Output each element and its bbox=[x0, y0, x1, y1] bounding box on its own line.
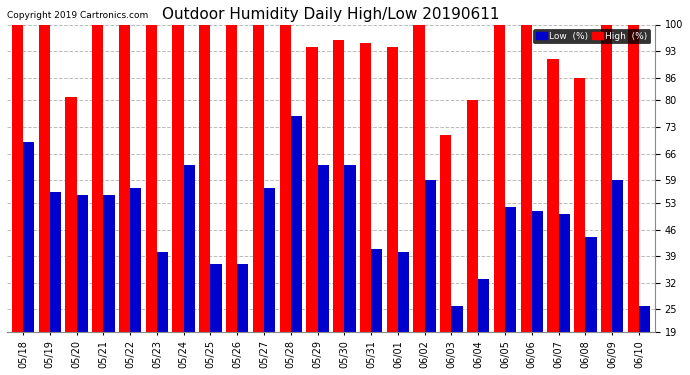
Bar bbox=[199, 24, 210, 375]
Bar bbox=[505, 207, 516, 375]
Bar bbox=[413, 24, 424, 375]
Bar bbox=[424, 180, 436, 375]
Text: Copyright 2019 Cartronics.com: Copyright 2019 Cartronics.com bbox=[7, 11, 148, 20]
Bar bbox=[210, 264, 221, 375]
Bar bbox=[146, 24, 157, 375]
Bar bbox=[50, 192, 61, 375]
Bar bbox=[532, 211, 543, 375]
Bar bbox=[23, 142, 34, 375]
Bar bbox=[333, 40, 344, 375]
Bar bbox=[104, 195, 115, 375]
Bar bbox=[92, 24, 104, 375]
Bar bbox=[612, 180, 623, 375]
Bar bbox=[317, 165, 329, 375]
Bar bbox=[601, 24, 612, 375]
Bar bbox=[172, 24, 184, 375]
Bar bbox=[494, 24, 505, 375]
Bar bbox=[279, 24, 290, 375]
Bar bbox=[77, 195, 88, 375]
Bar bbox=[237, 264, 248, 375]
Bar bbox=[130, 188, 141, 375]
Bar bbox=[226, 24, 237, 375]
Bar bbox=[547, 59, 559, 375]
Bar bbox=[574, 78, 585, 375]
Bar bbox=[639, 306, 650, 375]
Bar bbox=[585, 237, 597, 375]
Legend: Low  (%), High  (%): Low (%), High (%) bbox=[533, 29, 651, 44]
Bar bbox=[398, 252, 409, 375]
Bar bbox=[520, 24, 532, 375]
Bar bbox=[39, 24, 50, 375]
Bar bbox=[371, 249, 382, 375]
Title: Outdoor Humidity Daily High/Low 20190611: Outdoor Humidity Daily High/Low 20190611 bbox=[162, 7, 500, 22]
Bar bbox=[290, 116, 302, 375]
Bar bbox=[264, 188, 275, 375]
Bar bbox=[467, 100, 478, 375]
Bar bbox=[157, 252, 168, 375]
Bar bbox=[119, 24, 130, 375]
Bar bbox=[440, 135, 451, 375]
Bar bbox=[451, 306, 463, 375]
Bar bbox=[344, 165, 355, 375]
Bar bbox=[386, 47, 398, 375]
Bar bbox=[559, 214, 570, 375]
Bar bbox=[66, 97, 77, 375]
Bar bbox=[184, 165, 195, 375]
Bar bbox=[306, 47, 317, 375]
Bar bbox=[478, 279, 489, 375]
Bar bbox=[253, 24, 264, 375]
Bar bbox=[628, 24, 639, 375]
Bar bbox=[360, 44, 371, 375]
Bar bbox=[12, 24, 23, 375]
